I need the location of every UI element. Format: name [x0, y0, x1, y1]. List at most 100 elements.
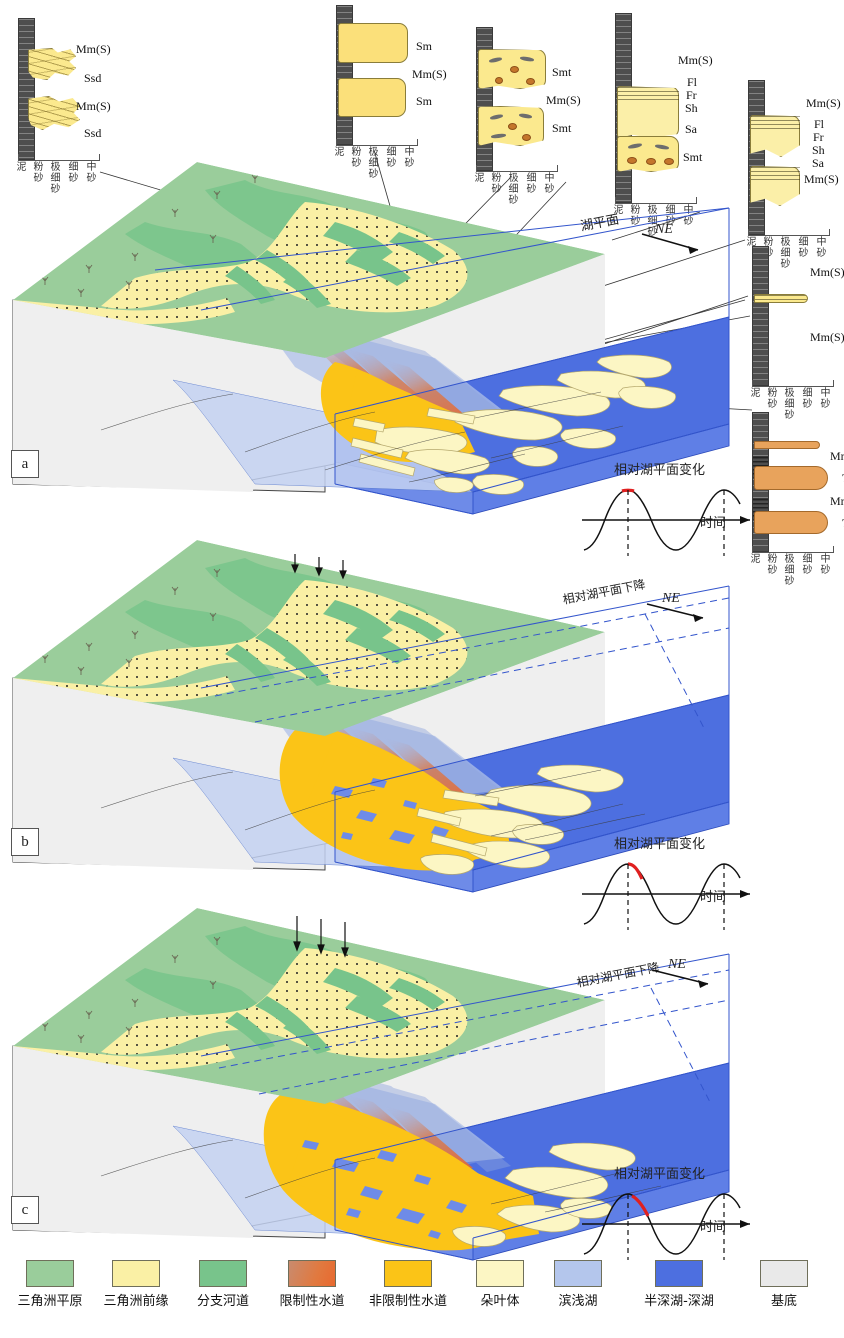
- axis-tick: [752, 546, 754, 553]
- grain-label: 细: [802, 554, 813, 565]
- axis-tick: [18, 154, 20, 161]
- legend-swatch-delta-plain: [26, 1260, 74, 1287]
- grain-label: 砂: [50, 184, 61, 195]
- grain-label: 极: [508, 173, 519, 184]
- log-core-bar: [748, 80, 765, 235]
- log-code: Mm(S): [76, 99, 111, 113]
- log-bed: [28, 48, 76, 80]
- legend-label: 半深湖-深湖: [644, 1294, 714, 1309]
- legend-swatch-lobe: [476, 1260, 524, 1287]
- direction-label-ne-a: NE: [655, 222, 673, 237]
- grain-label: 粉: [767, 388, 778, 399]
- grain-label: 泥: [613, 205, 624, 216]
- grain-label: 中: [816, 237, 827, 248]
- grain-label: 细: [784, 399, 795, 410]
- grain-label: 粉: [630, 205, 641, 216]
- log-code: Mm(S): [830, 449, 844, 463]
- log-bed: [754, 511, 828, 534]
- legend-item: 滨浅湖: [540, 1260, 616, 1309]
- sea-level-curve-c: [578, 1182, 774, 1268]
- legend-swatch-delta-front: [112, 1260, 160, 1287]
- panel-label-c: c: [11, 1196, 39, 1224]
- axis-tick: [752, 380, 754, 387]
- panel-label-a: a: [11, 450, 39, 478]
- log-bed: [478, 106, 544, 146]
- curve-time-label-c: 时间: [700, 1220, 727, 1235]
- log-code: Fl: [687, 75, 698, 89]
- legend-label: 非限制性水道: [368, 1294, 447, 1309]
- legend-label: 三角洲平原: [17, 1294, 83, 1309]
- grain-label: 中: [404, 147, 415, 158]
- curve-title-a: 相对湖平面变化: [614, 463, 706, 478]
- grain-label: 细: [368, 158, 379, 169]
- log-bed: [750, 166, 800, 206]
- log-code: Mm(S): [810, 330, 844, 344]
- grain-label: 细: [50, 173, 61, 184]
- log-code: Ssd: [84, 126, 102, 140]
- legend-swatch-deep-lake: [655, 1260, 703, 1287]
- log-code: Sa: [812, 156, 824, 170]
- legend-item: 半深湖-深湖: [618, 1260, 740, 1309]
- log-code: T: [842, 471, 844, 486]
- log-code: Mm(S): [76, 42, 111, 56]
- grain-label: 粉: [33, 162, 44, 173]
- grain-label: 砂: [820, 399, 831, 410]
- log-code: Mm(S): [804, 172, 839, 186]
- curve-time-label-a: 时间: [700, 516, 727, 531]
- grain-label: 极: [647, 205, 658, 216]
- grain-label: 砂: [802, 399, 813, 410]
- sea-level-curve-b: [578, 852, 774, 938]
- log-code: Fl: [814, 117, 825, 131]
- log-code: Fr: [686, 88, 697, 102]
- log-code: Mm(S): [412, 67, 447, 81]
- grain-label: 粉: [351, 147, 362, 158]
- axis-tick: [557, 165, 559, 172]
- log-bed: [754, 294, 808, 303]
- grain-label: 细: [68, 162, 79, 173]
- axis-tick: [99, 154, 101, 161]
- log-code: Sa: [685, 122, 697, 136]
- log-bed: [750, 115, 800, 157]
- legend-swatch-distributary-channel: [199, 1260, 247, 1287]
- direction-label-ne-c: NE: [668, 957, 686, 972]
- curve-time-label-b: 时间: [700, 890, 727, 905]
- grain-label: 泥: [750, 554, 761, 565]
- grain-label: 中: [820, 388, 831, 399]
- grain-label: 极: [780, 237, 791, 248]
- log-code: Mm(S): [806, 96, 841, 110]
- log-core-bar: [752, 246, 769, 386]
- log-code: Fr: [813, 130, 824, 144]
- legend-label: 滨浅湖: [558, 1294, 598, 1309]
- ne-arrow-a: [641, 233, 699, 254]
- grain-label: 细: [798, 237, 809, 248]
- curve-title-b: 相对湖平面变化: [614, 837, 706, 852]
- grain-label: 细: [780, 248, 791, 259]
- legend-swatch-confined-channel: [288, 1260, 336, 1287]
- block-diagram-c: c: [5, 908, 737, 1338]
- grain-label: 泥: [334, 147, 345, 158]
- log-code: Mm(S): [546, 93, 581, 107]
- axis-tick: [833, 546, 835, 553]
- log-bed: [338, 78, 406, 117]
- log-code: Smt: [683, 150, 703, 164]
- log-core-bar: [18, 18, 35, 160]
- grain-label: 砂: [784, 410, 795, 421]
- grain-size-axis: [752, 552, 834, 553]
- log-bed: [478, 49, 546, 89]
- axis-tick: [833, 380, 835, 387]
- panel-label-b: b: [11, 828, 39, 856]
- block-diagram-a: a: [5, 162, 737, 592]
- grain-label: 砂: [820, 565, 831, 576]
- ne-arrow-b: [646, 603, 704, 622]
- grain-label: 砂: [68, 173, 79, 184]
- grain-label: 砂: [368, 169, 379, 180]
- legend-swatch-shallow-lake: [554, 1260, 602, 1287]
- log-code: Mm(S): [678, 53, 713, 67]
- grain-label: 砂: [802, 565, 813, 576]
- axis-tick: [748, 229, 750, 236]
- legend-swatch-basement: [760, 1260, 808, 1287]
- legend-label: 分支河道: [196, 1294, 249, 1309]
- legend-label: 三角洲前缘: [103, 1294, 169, 1309]
- axis-tick: [476, 165, 478, 172]
- log-code: Ssd: [84, 71, 102, 85]
